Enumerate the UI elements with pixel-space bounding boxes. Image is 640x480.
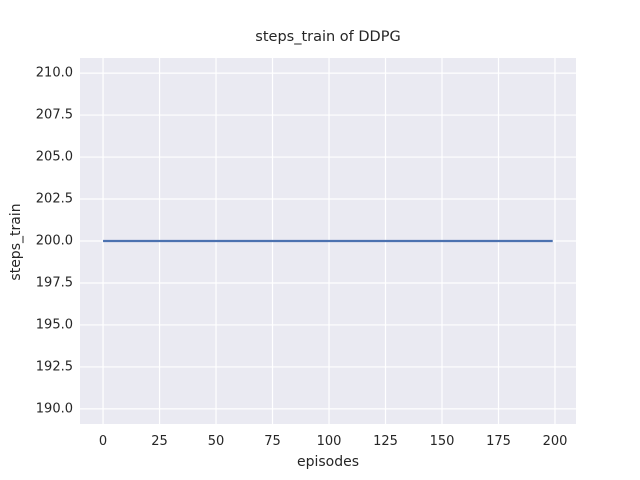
x-tick-label: 75 <box>264 434 281 449</box>
plot-area <box>80 58 576 424</box>
y-tick-label: 195.0 <box>35 317 73 333</box>
x-tick-label: 150 <box>429 434 455 449</box>
x-tick-label: 50 <box>207 434 225 449</box>
chart-title: steps_train of DDPG <box>255 29 401 45</box>
x-tick-label: 100 <box>316 434 342 449</box>
y-tick-label: 207.5 <box>35 107 73 123</box>
y-tick-label: 197.5 <box>35 275 73 291</box>
x-tick-label: 175 <box>486 434 511 449</box>
y-tick-label: 210.0 <box>35 65 73 81</box>
y-tick-label: 192.5 <box>35 359 73 375</box>
y-axis-label: steps_train <box>8 203 24 281</box>
y-tick-label: 190.0 <box>35 401 73 417</box>
y-tick-label: 202.5 <box>35 191 73 207</box>
plot-canvas <box>80 58 576 424</box>
y-tick-label: 200.0 <box>35 233 73 249</box>
x-axis-label: episodes <box>296 454 360 470</box>
x-tick-label: 125 <box>373 434 398 449</box>
x-tick-label: 0 <box>98 434 108 449</box>
y-tick-label: 205.0 <box>35 149 73 165</box>
x-tick-label: 25 <box>151 434 168 449</box>
x-tick-label: 200 <box>542 434 568 449</box>
